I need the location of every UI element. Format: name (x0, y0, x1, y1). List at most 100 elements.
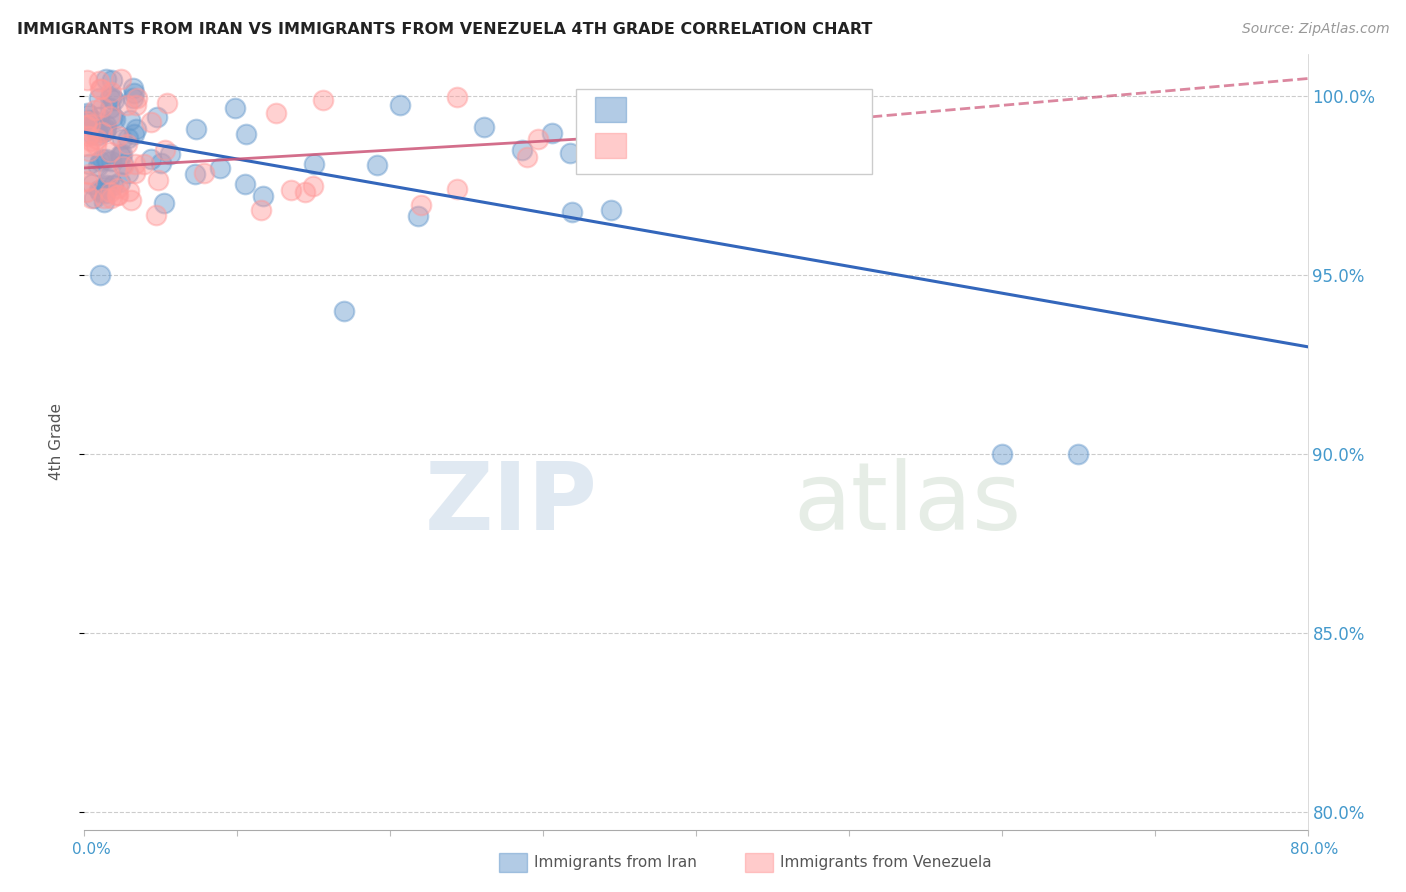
Text: 80.0%: 80.0% (1291, 842, 1339, 856)
Point (77, 108, 100, 122)
Point (264, 105, 287, 120)
Point (122, 128, 145, 142)
Point (91, 125, 114, 139)
Point (107, 188, 129, 202)
Point (94, 186, 117, 201)
Point (527, 132, 550, 146)
Point (600, 110, 623, 124)
Point (100, 85, 122, 99)
Point (224, 101, 246, 115)
Point (87, 128, 110, 142)
Point (301, 178, 323, 193)
Point (89, 91, 111, 105)
Point (104, 112, 127, 127)
Point (302, 157, 325, 171)
Point (145, 208, 167, 222)
Point (94, 152, 117, 166)
Point (117, 166, 139, 180)
Point (100, 101, 122, 115)
Point (89, 268, 111, 283)
Point (311, 94, 333, 108)
Point (84, 114, 107, 128)
Point (98, 186, 121, 200)
Point (111, 147, 134, 161)
Point (77, 157, 100, 171)
Text: Source: ZipAtlas.com: Source: ZipAtlas.com (1241, 22, 1389, 37)
Point (141, 153, 163, 167)
Point (280, 183, 302, 197)
Point (96, 118, 118, 132)
Point (366, 158, 388, 172)
Point (134, 156, 156, 170)
Point (80, 191, 103, 205)
Point (77, 145, 100, 159)
Point (110, 148, 132, 162)
Point (86, 159, 108, 173)
Point (122, 81, 145, 95)
Point (110, 72, 132, 87)
Point (118, 184, 141, 198)
Point (472, 120, 495, 135)
Point (77, 128, 100, 143)
Point (97, 167, 120, 181)
Point (76, 106, 98, 120)
Point (111, 157, 134, 171)
Point (122, 91, 145, 105)
Point (80, 134, 103, 148)
Point (159, 146, 181, 161)
Point (80, 177, 103, 191)
Point (141, 115, 163, 129)
Point (446, 182, 468, 196)
Point (193, 165, 215, 179)
Point (112, 159, 135, 173)
Point (98, 172, 121, 186)
Point (103, 110, 125, 124)
Point (155, 95, 177, 110)
Point (83, 191, 105, 205)
Point (87, 184, 110, 198)
Point (90, 152, 112, 166)
Point (77, 138, 100, 153)
Point (98, 91, 121, 105)
Point (516, 150, 538, 164)
Text: Immigrants from Venezuela: Immigrants from Venezuela (780, 855, 993, 870)
Text: R =  0.297   N = 65: R = 0.297 N = 65 (631, 136, 821, 154)
Point (600, 202, 623, 217)
Point (115, 136, 138, 151)
Point (1067, 447, 1090, 461)
Point (100, 190, 122, 204)
Point (446, 90, 468, 104)
Point (87, 110, 110, 124)
Point (107, 181, 129, 195)
Point (86, 123, 108, 137)
Point (100, 153, 122, 168)
Point (124, 122, 146, 136)
Point (411, 198, 433, 212)
Point (186, 121, 208, 136)
Point (111, 132, 134, 146)
Point (233, 178, 256, 192)
Point (252, 189, 274, 203)
Point (86, 132, 108, 146)
Point (100, 145, 122, 160)
Point (208, 161, 231, 175)
Point (76, 73, 98, 87)
Point (124, 157, 146, 171)
Point (609, 153, 631, 168)
Point (124, 86, 146, 100)
Point (91, 100, 114, 114)
Text: 0.0%: 0.0% (72, 842, 111, 856)
Text: IMMIGRANTS FROM IRAN VS IMMIGRANTS FROM VENEZUELA 4TH GRADE CORRELATION CHART: IMMIGRANTS FROM IRAN VS IMMIGRANTS FROM … (17, 22, 872, 37)
Point (125, 91, 148, 105)
Point (250, 202, 273, 217)
Point (388, 98, 411, 112)
Y-axis label: 4th Grade: 4th Grade (49, 403, 63, 480)
Point (103, 93, 125, 107)
Point (79, 117, 101, 131)
Point (89, 154, 111, 169)
Text: R = -0.415   N = 86: R = -0.415 N = 86 (631, 101, 821, 119)
Point (94, 122, 117, 136)
Point (83, 119, 105, 133)
Point (89, 185, 111, 199)
Point (117, 131, 139, 145)
